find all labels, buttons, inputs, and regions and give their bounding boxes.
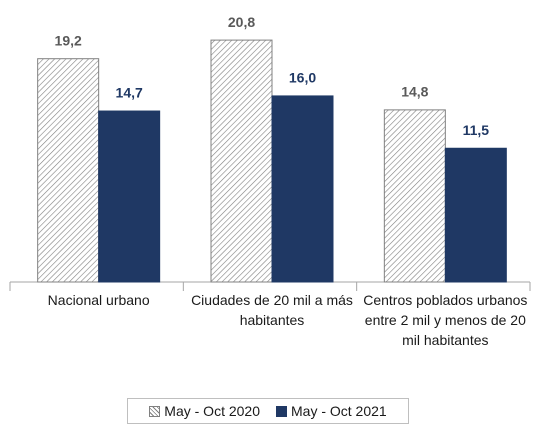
legend-item: May - Oct 2021 — [276, 403, 387, 419]
data-label: 20,8 — [228, 14, 255, 30]
legend-swatch — [149, 405, 161, 417]
data-label: 19,2 — [55, 32, 82, 48]
x-tick-label: Nacional urbano — [47, 292, 150, 308]
x-tick-label: Ciudades de 20 mil a más habitantes — [191, 292, 353, 328]
data-label: 16,0 — [289, 70, 316, 86]
bar — [444, 147, 507, 283]
bar — [210, 39, 273, 283]
data-label: 14,8 — [401, 84, 428, 100]
x-tick-label: Centros poblados urbanos entre 2 mil y m… — [363, 292, 528, 348]
legend: May - Oct 2020 May - Oct 2021 — [127, 398, 409, 424]
data-label: 14,7 — [116, 85, 143, 101]
legend-label: May - Oct 2020 — [164, 403, 260, 419]
bar — [383, 109, 446, 283]
bar — [271, 95, 334, 283]
plot: 19,2 14,7 20,8 16,0 14,8 11,5 — [9, 14, 531, 291]
legend-swatch — [276, 405, 287, 417]
data-label: 11,5 — [463, 122, 490, 138]
legend-item: May - Oct 2020 — [149, 403, 260, 419]
bar — [98, 110, 161, 283]
legend-label: May - Oct 2021 — [291, 403, 387, 419]
bar — [37, 58, 100, 283]
